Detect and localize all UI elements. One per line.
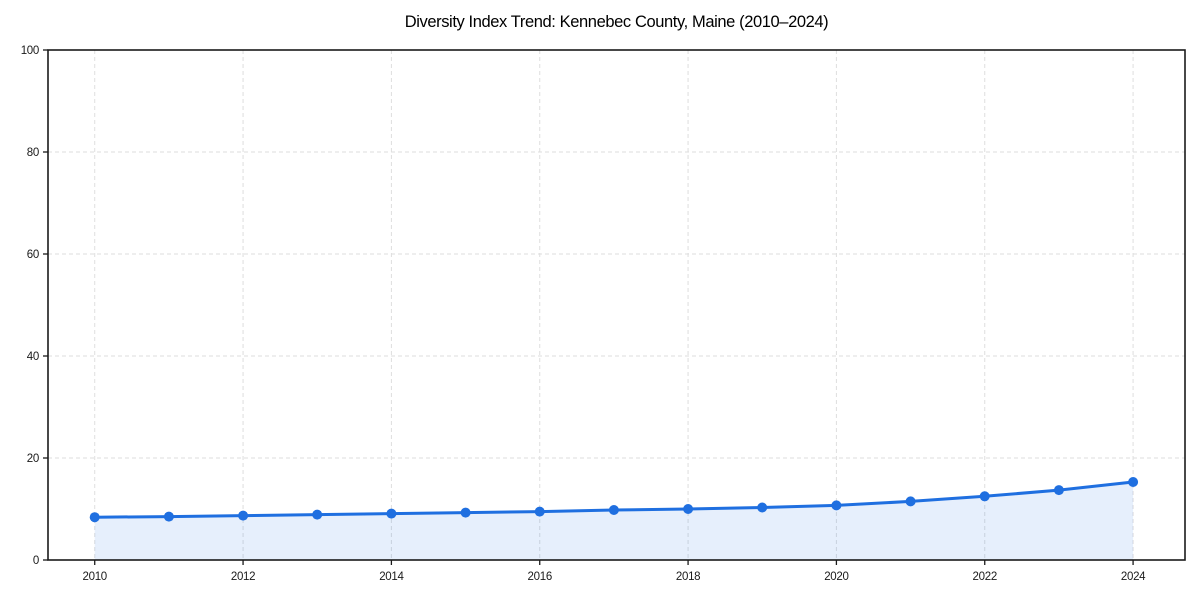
x-tick-label: 2020 [824, 571, 848, 583]
data-point [89, 512, 100, 523]
x-tick-label: 2010 [83, 571, 107, 583]
data-point [1053, 485, 1064, 496]
y-tick-label: 80 [27, 147, 39, 159]
x-tick-label: 2014 [379, 571, 404, 583]
y-tick-label: 100 [21, 45, 39, 57]
data-point [757, 502, 768, 513]
y-tick-label: 60 [27, 249, 39, 261]
y-tick-label: 20 [27, 453, 39, 465]
x-tick-label: 2024 [1121, 571, 1146, 583]
y-tick-label: 40 [27, 351, 39, 363]
data-point [905, 496, 916, 507]
data-point [979, 491, 990, 502]
data-point [608, 505, 619, 515]
x-tick-label: 2016 [528, 571, 552, 583]
data-point [534, 506, 545, 517]
data-point [831, 500, 842, 511]
area-fill [94, 482, 1134, 560]
x-tick-label: 2022 [973, 571, 997, 583]
data-point [163, 511, 174, 522]
y-tick-label: 0 [33, 555, 39, 567]
data-point [312, 509, 323, 520]
data-point [683, 504, 694, 514]
x-tick-label: 2018 [676, 571, 700, 583]
plot-frame [47, 49, 1186, 561]
data-point [386, 508, 397, 519]
data-point [460, 507, 471, 518]
chart-title: Diversity Index Trend: Kennebec County, … [404, 13, 829, 31]
data-point [238, 510, 249, 521]
data-point [1128, 477, 1139, 487]
x-tick-label: 2012 [231, 571, 255, 583]
